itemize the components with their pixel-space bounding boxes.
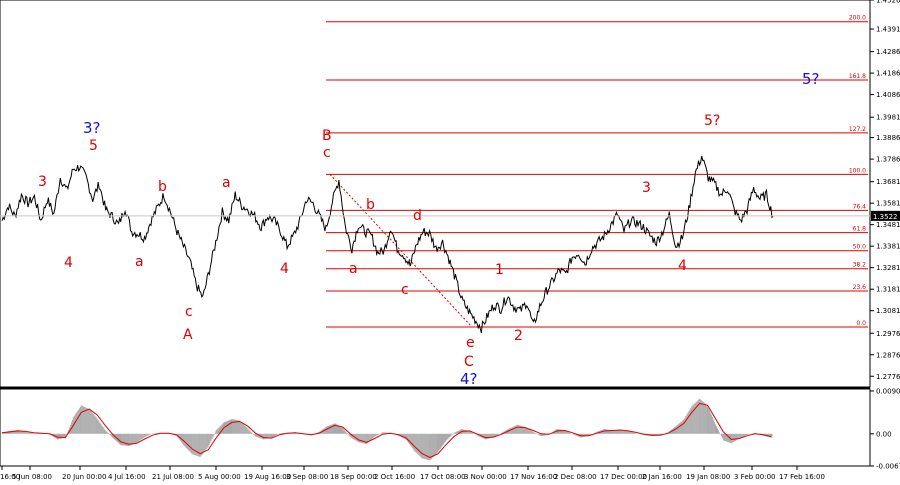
current-price-badge [871,210,900,221]
fib-level-label: 38.2 [853,262,867,269]
wave-label: a [349,261,358,277]
wave-label: 4 [678,258,687,274]
x-tick-label: 5 Aug 00:00 [198,473,241,481]
x-tick-label: 19 Jan 08:00 [686,473,730,481]
y-tick-label: 1.3581 [876,200,900,208]
oscillator-series [1,398,773,461]
wave-labels-blue: 3? 4? 5? [83,70,820,388]
price-line [1,155,774,334]
x-tick-label: 5 Jun 08:00 [12,473,52,481]
x-tick-label: 20 Jun 00:00 [62,473,106,481]
price-series [1,155,774,334]
time-axis: 16:005 Jun 08:00 20 Jun 00:00 4 Jul 16:00 2… [0,466,825,481]
x-tick-label: 17 Feb 16:00 [779,473,825,481]
y-tick-label: 1.3481 [876,221,900,229]
wave-label: a [222,175,231,191]
osc-tick-label: 0.00 [876,430,892,438]
x-tick-label: 3 Feb 00:00 [734,473,775,481]
x-tick-label: 2 Jan 16:00 [642,473,682,481]
wave-label: 1 [495,262,504,278]
y-tick-label: 1.2776 [876,373,900,381]
y-tick-label: 1.4286 [876,48,900,56]
x-tick-label: 3 Nov 00:00 [464,473,507,481]
wave-label: 5 [89,138,98,154]
y-tick-label: 1.4391 [876,26,900,34]
wave-label: A [183,327,193,343]
y-tick-label: 1.4526 [876,0,900,5]
wave-label: d [413,208,422,224]
wave-labels-red: 3 5 4 a b c A a 4 B c b a d c e C 1 2 3 … [38,113,720,370]
y-tick-label: 1.3381 [876,243,900,251]
fib-level-label: 100.0 [849,167,866,174]
wave-label: b [366,197,375,213]
osc-tick-label: -0.00679 [876,463,900,471]
fib-level-label: 50.0 [853,244,867,251]
oscillator-signal-line [1,402,772,459]
x-tick-label: 18 Sep 00:00 [330,473,377,481]
x-tick-label: 17 Dec 00:00 [600,473,647,481]
y-tick-label: 1.3281 [876,264,900,272]
y-tick-label: 1.3681 [876,178,900,186]
current-price-label: 1.3522 [873,213,898,221]
y-tick-label: 1.3886 [876,134,900,142]
fib-level-label: 76.4 [853,203,867,210]
y-tick-label: 1.3981 [876,114,900,122]
y-tick-label: 1.2876 [876,351,900,359]
wave-label: 3 [642,180,651,196]
price-axis: 1.4526 1.4391 1.4286 1.4186 1.4086 1.3981 1.38… [0,0,900,381]
y-tick-label: 1.3181 [876,286,900,294]
wave-label: 4? [460,370,478,388]
fib-level-label: 161.8 [849,73,866,80]
wave-label: c [185,304,193,320]
fib-level-label: 200.0 [849,15,866,22]
wave-label: 4 [64,255,73,271]
fib-level-label: 0.0 [856,320,866,327]
fib-level-label: 61.8 [853,226,867,233]
fib-anchor-line [329,174,473,328]
y-tick-label: 1.3786 [876,156,900,164]
wave-label: C [464,354,474,370]
y-tick-label: 1.4086 [876,91,900,99]
osc-tick-label: 0.00902 [876,388,900,396]
wave-label: 5? [704,113,720,129]
wave-label: 3? [83,119,101,137]
x-tick-label: 19 Aug 16:00 [244,473,291,481]
wave-label: a [135,254,144,270]
price-pane [0,0,871,388]
y-tick-label: 1.2976 [876,330,900,338]
wave-label: 3 [38,174,47,190]
x-tick-label: 3 Sep 08:00 [286,473,328,481]
x-tick-label: 4 Jul 16:00 [108,473,146,481]
fib-level-label: 127.2 [849,126,866,133]
wave-label: 5? [802,70,820,88]
wave-label: b [158,179,167,195]
wave-label: B [322,128,332,144]
y-tick-label: 1.4186 [876,70,900,78]
x-tick-label: 17 Oct 08:00 [420,473,466,481]
wave-label: 4 [280,261,289,277]
wave-label: e [466,335,475,351]
x-tick-label: 17 Nov 16:00 [510,473,557,481]
x-tick-label: 2 Dec 08:00 [554,473,597,481]
x-tick-label: 2 Oct 16:00 [374,473,415,481]
wave-label: c [401,282,409,298]
wave-label: c [323,145,331,161]
x-tick-label: 21 Jul 08:00 [152,473,194,481]
y-tick-label: 1.3081 [876,307,900,315]
fibonacci-levels: 0.0 23.6 38.2 50.0 61.8 76.4 100.0 127.2 161.8 20… [326,15,868,328]
oscillator-axis: 0.00902 0.00 -0.00679 [870,388,900,471]
wave-label: 2 [514,328,523,344]
x-tick-label: 16:00 [0,473,20,481]
fib-level-label: 23.6 [853,284,867,291]
